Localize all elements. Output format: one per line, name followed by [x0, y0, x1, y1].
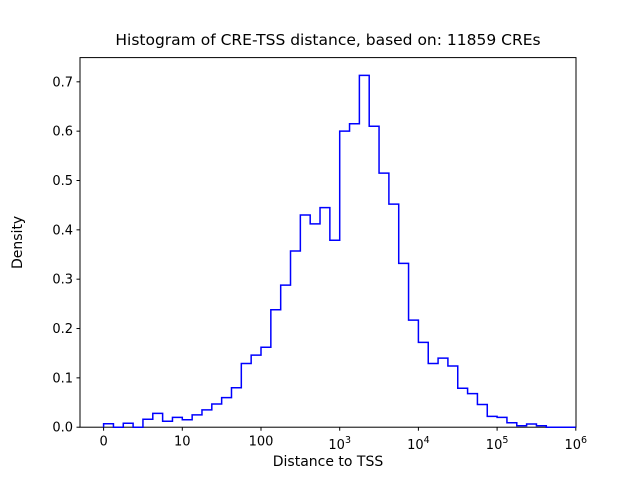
- x-tick-label: 106: [565, 435, 588, 453]
- y-tick-label: 0.1: [52, 371, 73, 386]
- y-tick-labels: 0.0 0.1 0.2 0.3 0.4 0.5 0.6 0.7: [52, 75, 73, 435]
- chart-title: Histogram of CRE-TSS distance, based on:…: [115, 31, 540, 49]
- x-tick-label: 0: [99, 435, 107, 450]
- x-axis-label: Distance to TSS: [273, 454, 384, 470]
- y-tick-label: 0.4: [52, 223, 73, 238]
- y-tick-label: 0.3: [52, 273, 73, 288]
- y-ticks: [76, 81, 80, 428]
- y-tick-label: 0.2: [52, 322, 73, 337]
- x-ticks: [103, 427, 577, 431]
- x-tick-label: 104: [407, 435, 430, 453]
- x-tick-label: 100: [249, 435, 274, 450]
- x-tick-label: 10: [174, 435, 191, 450]
- x-tick-label: 103: [328, 435, 351, 453]
- y-axis-label: Density: [10, 216, 26, 269]
- plot-area: [79, 57, 577, 428]
- histogram-step-line: [102, 74, 576, 428]
- y-tick-label: 0.5: [52, 174, 73, 189]
- x-tick-labels: 0 10 100 103 104 105 106: [99, 435, 587, 454]
- y-tick-label: 0.6: [52, 125, 73, 140]
- y-tick-label: 0.7: [52, 75, 73, 90]
- x-tick-label: 105: [486, 435, 509, 453]
- y-tick-label: 0.0: [52, 421, 73, 436]
